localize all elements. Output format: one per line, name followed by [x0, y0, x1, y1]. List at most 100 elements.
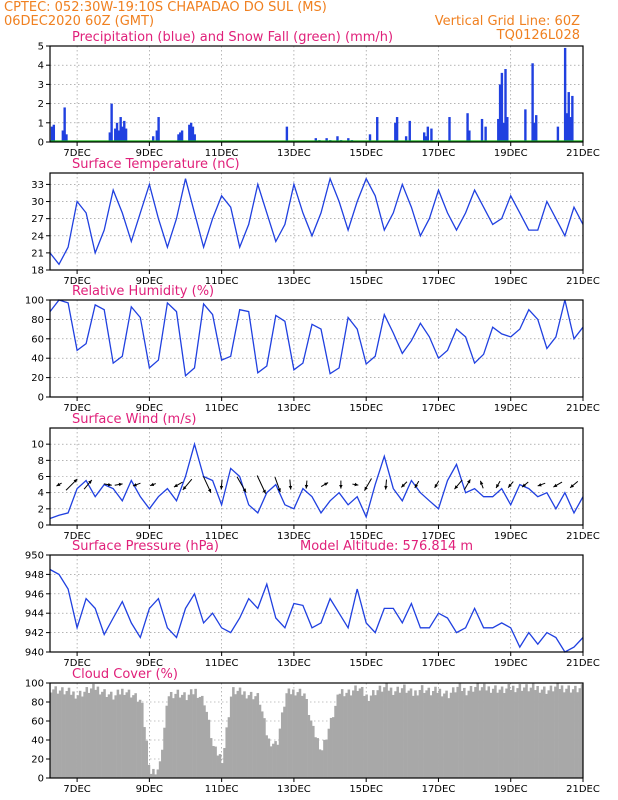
y-tick-label: 20 — [31, 755, 44, 766]
precip-bar — [506, 117, 509, 142]
cloud-bar — [534, 690, 537, 778]
wind-arrow — [56, 482, 62, 487]
cloud-bar — [69, 694, 73, 778]
wind-arrow-head — [277, 488, 281, 493]
y-tick-label: 4 — [38, 488, 44, 499]
cloud-bar — [332, 717, 335, 778]
cloud-bar — [503, 693, 506, 778]
x-tick-label: 7DEC — [63, 658, 90, 669]
cloud-bar — [167, 696, 171, 778]
cloud-bar — [431, 691, 435, 778]
precip-bar — [124, 128, 128, 142]
wind-arrow-head — [173, 483, 178, 488]
precip-bar — [569, 117, 572, 142]
precip-bar — [408, 120, 411, 142]
precip-bar — [52, 124, 56, 142]
y-tick-label: 80 — [31, 315, 44, 326]
precip-bar — [484, 126, 487, 142]
y-tick-label: 948 — [25, 570, 44, 581]
x-tick-label: 9DEC — [136, 403, 163, 414]
cloud-bar — [225, 727, 228, 778]
cloud-bar — [547, 690, 550, 778]
cloud-bar — [338, 693, 342, 778]
wind-arrow — [339, 480, 343, 489]
precip-bar — [563, 47, 567, 142]
cloud-bar — [87, 692, 91, 778]
cloud-bar — [152, 768, 155, 778]
cloud-bar — [272, 743, 275, 778]
cloud-bar — [223, 747, 226, 778]
cloud-bar — [103, 689, 106, 778]
cloud-bar — [74, 698, 77, 778]
cloud-bar — [358, 688, 362, 778]
cloud-bar — [265, 735, 268, 778]
cloud-bar — [89, 688, 93, 778]
cloud-bar — [549, 685, 553, 778]
cloud-bar — [536, 686, 539, 778]
wind-arrow — [569, 480, 579, 489]
cloud-bar — [98, 694, 102, 778]
cloud-bar — [327, 728, 331, 778]
cloud-bar — [529, 687, 533, 778]
cloud-bar — [221, 763, 224, 778]
cloud-bar — [183, 692, 186, 778]
wind-arrow — [553, 481, 563, 488]
precip-bar — [395, 117, 399, 142]
precip-bar — [123, 120, 126, 142]
cloud-bar — [525, 684, 528, 778]
wind-arrow-head — [454, 485, 459, 490]
x-tick-label: 19DEC — [494, 148, 528, 159]
y-tick-label: 6 — [38, 472, 44, 483]
cloud-bar — [478, 690, 482, 778]
cloud-bar — [491, 688, 495, 778]
y-tick-label: 0 — [38, 393, 44, 404]
cloud-bar — [234, 694, 237, 778]
wind-arrow — [83, 479, 93, 490]
y-tick-label: 0 — [38, 138, 44, 149]
cloud-bar — [212, 745, 215, 778]
cloud-bar — [543, 686, 546, 778]
cloud-bar — [247, 695, 251, 778]
wind-arrow-head — [537, 483, 542, 487]
cloud-bar — [343, 696, 346, 778]
cloud-bar — [325, 739, 328, 778]
cloud-bar — [256, 693, 260, 778]
cloud-bar — [207, 719, 211, 778]
cloud-bar — [449, 692, 453, 778]
cloud-bar — [305, 698, 308, 778]
cloud-bar — [192, 694, 195, 778]
cloud-bar — [514, 692, 517, 778]
cloud-bar — [314, 737, 317, 778]
cloud-bar — [169, 691, 173, 778]
cloud-bar — [236, 690, 240, 778]
wind-arrow — [182, 478, 193, 491]
cloud-bar — [387, 690, 391, 778]
precip-bar — [466, 113, 469, 142]
x-tick-label: 15DEC — [349, 276, 383, 287]
wind-arrow-head — [88, 479, 92, 484]
wind-arrow-head — [384, 485, 388, 490]
y-tick-label: 0 — [38, 774, 44, 785]
wind-arrow-head — [496, 484, 500, 489]
cloud-bar — [147, 764, 151, 778]
x-tick-label: 9DEC — [136, 784, 163, 795]
cloud-bar — [434, 686, 437, 778]
cloud-bar — [129, 697, 133, 778]
cloud-bar — [454, 692, 457, 778]
cloud-bar — [380, 691, 384, 778]
cloud-bar — [161, 749, 164, 778]
pressure-title: Surface Pressure (hPa) — [72, 539, 219, 554]
cloud-bar — [229, 696, 233, 778]
x-tick-label: 17DEC — [422, 403, 456, 414]
cloud-bar — [438, 688, 442, 778]
cloud-bar — [523, 687, 526, 778]
cloud-bar — [125, 692, 129, 778]
cloud-bar — [78, 690, 82, 778]
precip-bar — [180, 130, 184, 142]
wind-arrow — [479, 480, 484, 489]
cloud-bar — [407, 690, 411, 778]
header-grid-line: Vertical Grid Line: 60Z — [435, 14, 580, 29]
cloud-bar — [447, 698, 451, 778]
y-tick-label: 3 — [38, 80, 44, 91]
x-tick-label: 21DEC — [566, 531, 600, 542]
